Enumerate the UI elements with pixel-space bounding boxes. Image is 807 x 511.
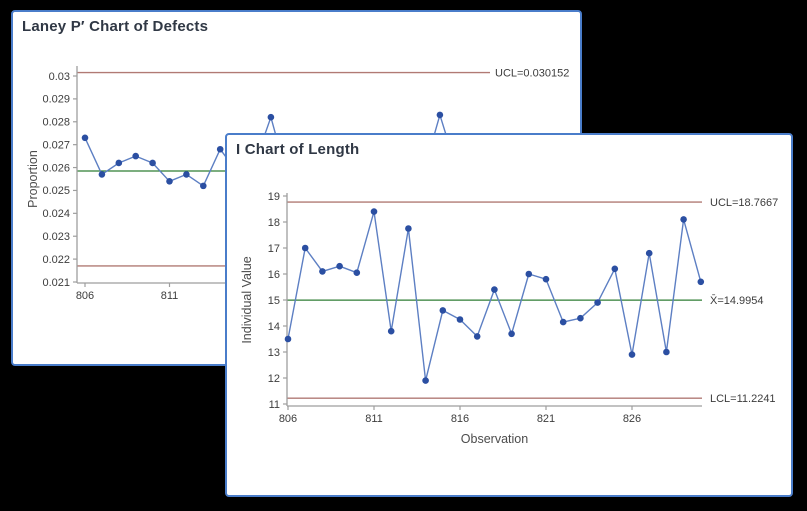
i-chart-plot: 19 18 17 16 15 14 13 12 11 806 811 816 821 826 UCL=18.… [240,191,778,446]
i-chart-window[interactable]: I Chart of Length 19 18 17 16 15 14 13 12 11 806 8… [225,133,793,497]
svg-text:Proportion: Proportion [26,150,40,208]
svg-text:811: 811 [161,290,179,302]
svg-text:0.023: 0.023 [42,231,70,243]
laney-chart-title: Laney P′ Chart of Defects [22,18,209,35]
svg-text:0.027: 0.027 [42,139,70,151]
svg-text:X̄=14.9954: X̄=14.9954 [710,294,764,307]
svg-text:0.025: 0.025 [42,185,70,197]
svg-text:806: 806 [76,290,94,302]
svg-text:Observation: Observation [461,432,528,446]
svg-text:14: 14 [268,321,280,333]
svg-text:0.022: 0.022 [42,254,70,266]
svg-text:11: 11 [269,399,280,411]
svg-text:0.024: 0.024 [42,208,70,220]
svg-text:16: 16 [268,269,280,281]
svg-text:17: 17 [268,243,280,255]
svg-text:0.028: 0.028 [42,117,70,129]
svg-text:13: 13 [268,347,280,359]
laney-control-chart-plot: 0.03 0.029 0.028 0.027 0.026 0.025 0.024 0.023 0… [26,66,569,302]
svg-text:806: 806 [279,413,297,425]
svg-text:816: 816 [451,413,469,425]
svg-text:0.03: 0.03 [49,71,70,83]
i-chart-title: I Chart of Length [236,141,360,158]
svg-text:15: 15 [268,295,280,307]
svg-text:UCL=0.030152: UCL=0.030152 [495,67,569,79]
svg-text:UCL=18.7667: UCL=18.7667 [710,197,778,209]
svg-text:LCL=11.2241: LCL=11.2241 [710,393,776,405]
svg-text:0.021: 0.021 [42,277,70,289]
svg-text:821: 821 [537,413,555,425]
svg-text:19: 19 [268,191,280,203]
svg-text:12: 12 [268,373,280,385]
svg-text:18: 18 [268,217,280,229]
svg-text:811: 811 [365,413,383,425]
svg-text:0.026: 0.026 [42,162,70,174]
svg-text:826: 826 [623,413,641,425]
svg-text:0.029: 0.029 [42,94,70,106]
svg-text:Individual Value: Individual Value [240,256,254,343]
